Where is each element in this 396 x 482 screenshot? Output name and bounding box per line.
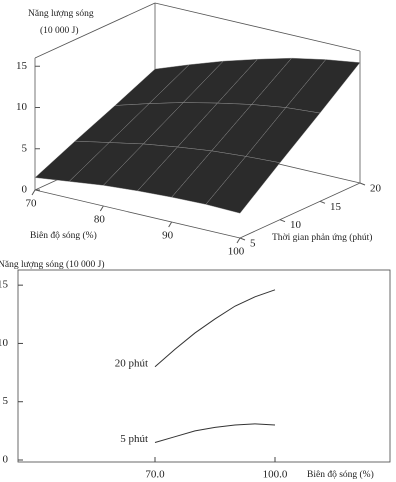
y-tick-label: 15	[0, 279, 9, 291]
box-edge	[34, 189, 241, 239]
y-tick-label: 10	[290, 219, 302, 231]
z-tick-label: 10	[16, 101, 28, 113]
x-tick-label: 80	[94, 214, 106, 226]
x-tick-label: 100.0	[263, 469, 288, 481]
x-tick	[31, 189, 36, 196]
x-tick	[168, 221, 173, 228]
series-label: 5 phút	[120, 433, 148, 445]
x-tick	[99, 205, 104, 212]
y-tick-label: 15	[330, 201, 342, 213]
chart-title: Năng lượng sóng (10 000 J)	[0, 259, 105, 270]
z-tick-label: 15	[16, 60, 28, 72]
box-edge	[239, 182, 361, 239]
x-axis-label: Biên độ sóng (%)	[30, 230, 97, 241]
plot-frame	[17, 269, 391, 463]
y-axis-label: Thời gian phản ứng (phút)	[272, 232, 372, 243]
series-label: 20 phút	[115, 357, 148, 369]
x-tick-label: 100	[228, 246, 245, 258]
y-tick	[279, 219, 286, 223]
y-tick	[319, 200, 326, 204]
x-axis-label: Biên độ sóng (%)	[307, 469, 374, 480]
y-tick-label: 10	[0, 337, 9, 349]
x-tick	[236, 237, 241, 244]
y-tick-label: 5	[3, 395, 9, 407]
surface-cell	[205, 156, 281, 214]
series-line	[154, 423, 276, 443]
z-axis-label: (10 000 J)	[40, 25, 79, 36]
box-edge	[34, 2, 156, 59]
x-tick-label: 70.0	[145, 469, 165, 481]
series-line	[154, 289, 276, 368]
y-tick-label: 20	[370, 183, 382, 195]
x-tick-label: 90	[162, 230, 174, 242]
box-edge	[154, 2, 361, 52]
y-tick	[359, 182, 366, 186]
z-tick-label: 5	[22, 142, 28, 154]
y-tick-label: 0	[3, 454, 9, 466]
z-axis-label: Năng lượng sóng	[28, 9, 94, 19]
y-tick	[239, 237, 246, 241]
z-tick-label: 0	[22, 184, 28, 196]
x-tick-label: 70	[26, 198, 38, 210]
y-tick-label: 5	[250, 238, 256, 250]
